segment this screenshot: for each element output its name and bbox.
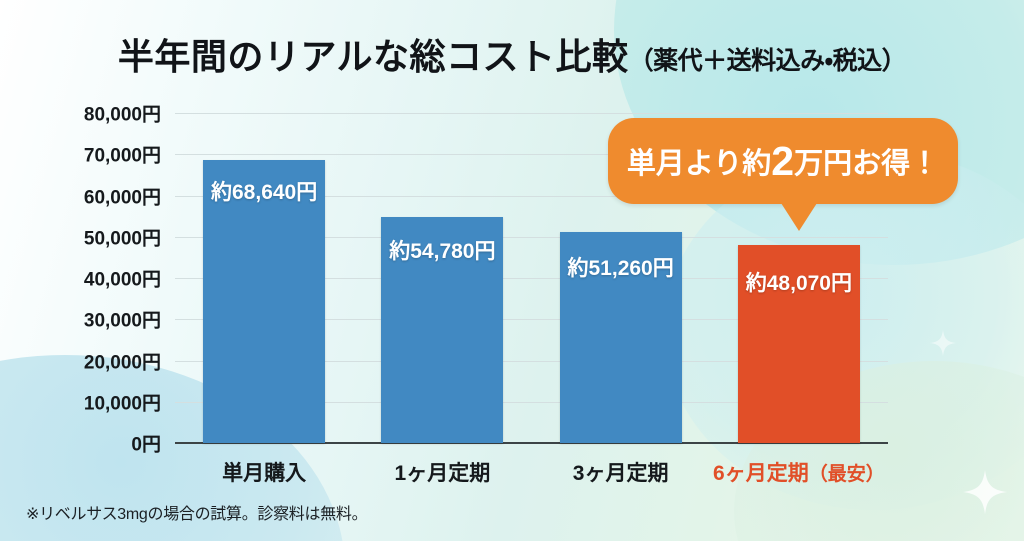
bar-value-label: 約54,780円 (389, 240, 496, 264)
gridline (175, 401, 888, 403)
bar-1: 約68,640円 単月購入 (203, 159, 326, 485)
x-axis-baseline (175, 442, 888, 444)
x-axis-category-label: 3ヶ月定期 (573, 457, 669, 487)
sparkle-small-icon (930, 330, 956, 356)
gridline (175, 195, 888, 197)
gridline (175, 360, 888, 362)
x-axis-category-label: 単月購入 (222, 457, 306, 487)
bar-value-label: 約51,260円 (567, 256, 674, 280)
category-label-note: （最安） (808, 464, 885, 485)
gridline (175, 154, 888, 156)
savings-callout-text: 単月より約2万円お得！ (608, 140, 958, 182)
gridline (175, 113, 888, 114)
bar-fill (737, 244, 860, 443)
sparkle-icon (963, 470, 1007, 514)
callout-suffix: 万円お得！ (794, 148, 940, 180)
x-axis-category-label: 1ヶ月定期 (395, 457, 491, 487)
y-axis-tick-label: 60,000円 (83, 187, 161, 208)
y-axis-tick-label: 0円 (131, 434, 161, 456)
x-axis-category-label: 6ヶ月定期（最安） (713, 457, 885, 487)
category-label-main: 1ヶ月定期 (394, 462, 491, 485)
category-label-main: 6ヶ月定期 (713, 462, 809, 485)
chart-title: 半年間のリアルな総コスト比較（薬代＋送料込み・税込） (0, 28, 1024, 80)
callout-tail-pointer (780, 203, 817, 231)
y-axis-tick-label: 50,000円 (83, 228, 161, 250)
y-axis-tick-label: 10,000円 (83, 393, 161, 415)
bar-chart-plot-area: 80,000円 70,000円 60,000円 50,000円 40,000円 30,00… (84, 105, 888, 485)
callout-amount: 2 (771, 138, 795, 184)
gridline (175, 236, 888, 238)
bar-2: 約54,780円 1ヶ月定期 (381, 217, 504, 485)
bar-value-label: 約48,070円 (745, 271, 852, 295)
chart-title-main: 半年間のリアルな総コスト比較 (117, 36, 629, 77)
bar-4: 約48,070円 6ヶ月定期（最安） (713, 244, 885, 485)
y-axis-tick-label: 20,000円 (83, 352, 161, 373)
gridline (175, 319, 888, 321)
bar-fill (203, 159, 326, 443)
y-axis-tick-label: 70,000円 (83, 145, 161, 167)
bar-value-label: 約68,640円 (211, 180, 318, 204)
category-label-main: 単月購入 (222, 462, 307, 485)
gridline (175, 278, 888, 279)
category-label-main: 3ヶ月定期 (572, 462, 669, 485)
chart-title-sub: （薬代＋送料込み・税込） (628, 47, 907, 75)
savings-callout-bubble: 単月より約2万円お得！ (608, 118, 958, 231)
bar-3: 約51,260円 3ヶ月定期 (559, 231, 682, 485)
bar-fill (559, 231, 682, 443)
footnote-text: ※リベルサス3mgの場合の試算。診察料は無料。 (26, 506, 368, 523)
bar-fill (381, 217, 504, 443)
y-axis-tick-label: 30,000円 (83, 310, 161, 332)
callout-prefix: 単月より約 (626, 148, 772, 180)
y-axis-tick-label: 80,000円 (83, 104, 161, 126)
y-axis-tick-label: 40,000円 (83, 269, 161, 291)
